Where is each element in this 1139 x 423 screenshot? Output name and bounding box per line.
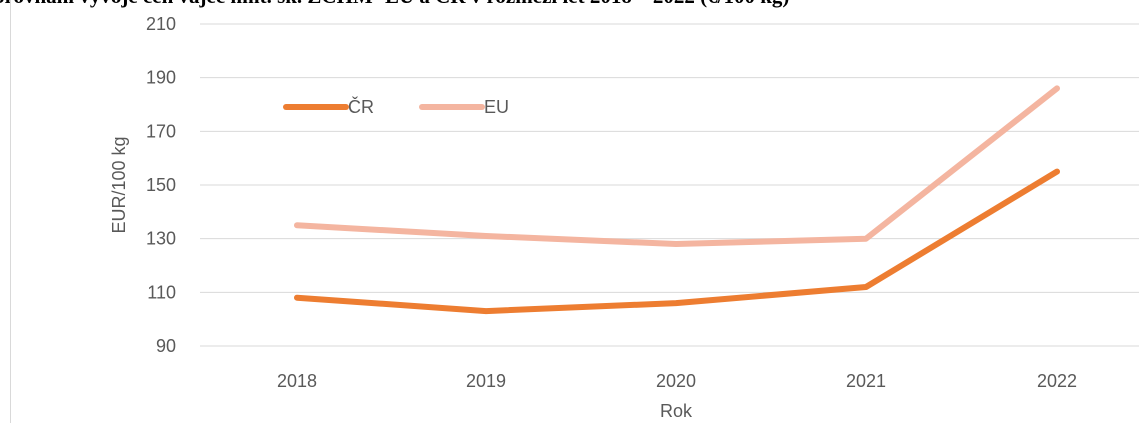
y-axis-title: EUR/100 kg xyxy=(109,136,129,233)
legend: ČR EU xyxy=(283,96,509,117)
y-tick-label: 150 xyxy=(146,175,176,195)
x-axis-title: Rok xyxy=(660,401,693,421)
legend-label: ČR xyxy=(348,96,374,117)
series-line-eu xyxy=(294,85,1060,247)
legend-label: EU xyxy=(484,97,509,117)
x-tick-label: 2019 xyxy=(466,371,506,391)
series-line-čr xyxy=(294,168,1060,315)
x-tick-labels: 2018 2019 2020 2021 2022 xyxy=(277,371,1077,391)
y-tick-label: 210 xyxy=(146,14,176,34)
series-lines xyxy=(294,85,1060,315)
y-tick-label: 110 xyxy=(147,282,176,302)
y-tick-label: 130 xyxy=(146,229,176,249)
chart-frame xyxy=(10,0,1139,423)
x-tick-label: 2018 xyxy=(277,371,317,391)
y-tick-labels: 90 110 130 150 170 190 210 xyxy=(146,14,176,356)
gridlines xyxy=(200,23,1139,347)
x-tick-label: 2021 xyxy=(846,371,886,391)
x-tick-label: 2022 xyxy=(1037,371,1077,391)
y-tick-label: 90 xyxy=(156,336,176,356)
x-tick-label: 2020 xyxy=(656,371,696,391)
y-tick-label: 190 xyxy=(146,68,176,88)
y-tick-label: 170 xyxy=(146,121,176,141)
chart-title: orovnání vývoje cen vajec hmt. sk. ZCHM-… xyxy=(0,0,1139,9)
